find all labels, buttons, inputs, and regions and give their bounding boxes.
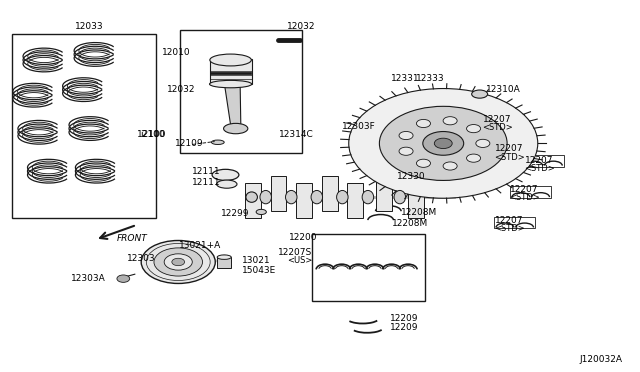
- Text: 15043E: 15043E: [242, 266, 276, 275]
- Ellipse shape: [285, 190, 297, 204]
- Text: 12033: 12033: [74, 22, 103, 31]
- Ellipse shape: [443, 117, 457, 125]
- Bar: [179, 31, 302, 153]
- Text: 12208M: 12208M: [392, 219, 428, 228]
- Ellipse shape: [476, 139, 490, 147]
- Text: 12111: 12111: [193, 178, 221, 187]
- Text: 12333: 12333: [415, 74, 444, 83]
- Text: 12209: 12209: [390, 314, 419, 323]
- Bar: [493, 144, 534, 155]
- Circle shape: [117, 275, 130, 282]
- Text: 12207: 12207: [510, 185, 539, 194]
- Circle shape: [141, 240, 215, 283]
- Ellipse shape: [362, 190, 374, 204]
- Text: J120032A: J120032A: [579, 355, 623, 364]
- Text: 12207S: 12207S: [278, 248, 312, 257]
- Text: FRONT: FRONT: [117, 234, 148, 243]
- Ellipse shape: [443, 162, 457, 170]
- Ellipse shape: [223, 124, 248, 134]
- Circle shape: [423, 132, 464, 155]
- Circle shape: [349, 89, 538, 198]
- Text: 12100: 12100: [137, 129, 166, 139]
- Ellipse shape: [211, 140, 224, 144]
- Bar: [347, 183, 363, 218]
- Ellipse shape: [209, 80, 252, 88]
- Ellipse shape: [212, 169, 239, 180]
- Text: 12109: 12109: [175, 139, 204, 148]
- Circle shape: [172, 258, 184, 266]
- Text: 12314C: 12314C: [278, 129, 313, 139]
- Ellipse shape: [399, 147, 413, 155]
- Text: 12303: 12303: [127, 254, 156, 263]
- Ellipse shape: [256, 209, 266, 215]
- Polygon shape: [225, 87, 241, 125]
- Bar: [12, 34, 156, 218]
- Text: 12303A: 12303A: [71, 274, 106, 283]
- Ellipse shape: [216, 180, 237, 188]
- Text: 12032: 12032: [287, 22, 315, 31]
- Ellipse shape: [210, 54, 252, 66]
- Ellipse shape: [246, 192, 257, 202]
- Text: <STD>: <STD>: [493, 153, 524, 161]
- Bar: [217, 257, 231, 267]
- Ellipse shape: [467, 125, 481, 133]
- Text: 12032: 12032: [167, 85, 195, 94]
- Text: 12209: 12209: [390, 323, 419, 332]
- Ellipse shape: [217, 255, 231, 259]
- Bar: [523, 155, 564, 167]
- Ellipse shape: [217, 255, 231, 266]
- Circle shape: [154, 248, 202, 276]
- Ellipse shape: [417, 119, 431, 128]
- Bar: [510, 186, 551, 198]
- Text: 12299: 12299: [221, 209, 250, 218]
- Ellipse shape: [337, 190, 348, 204]
- Text: 12330: 12330: [397, 172, 425, 181]
- Circle shape: [164, 254, 192, 270]
- Bar: [494, 217, 535, 228]
- Circle shape: [380, 106, 507, 180]
- Bar: [312, 234, 426, 301]
- Ellipse shape: [472, 90, 488, 98]
- Text: 12207: 12207: [483, 115, 512, 124]
- Ellipse shape: [467, 154, 481, 162]
- Text: <STD>: <STD>: [524, 164, 554, 173]
- Text: 12310A: 12310A: [486, 85, 521, 94]
- Text: <STD>: <STD>: [509, 193, 540, 202]
- Bar: [321, 176, 337, 211]
- Text: 12111: 12111: [193, 167, 221, 176]
- Text: 12207: 12207: [495, 144, 524, 153]
- Text: 12208M: 12208M: [401, 208, 436, 217]
- Ellipse shape: [394, 190, 406, 204]
- Text: 12207: 12207: [495, 216, 524, 225]
- Bar: [209, 59, 252, 84]
- Bar: [271, 176, 287, 211]
- Ellipse shape: [399, 131, 413, 140]
- Bar: [408, 183, 424, 218]
- Text: 12200: 12200: [289, 233, 318, 243]
- Text: 12331: 12331: [391, 74, 420, 83]
- Bar: [245, 183, 261, 218]
- Text: 13021: 13021: [242, 256, 271, 264]
- Ellipse shape: [311, 190, 323, 204]
- Text: 13021+A: 13021+A: [179, 241, 221, 250]
- Bar: [296, 183, 312, 218]
- Ellipse shape: [417, 159, 431, 167]
- Text: <US>: <US>: [287, 256, 312, 265]
- Ellipse shape: [260, 190, 271, 204]
- Circle shape: [435, 138, 452, 148]
- Text: <STD>: <STD>: [494, 224, 525, 233]
- Text: i2100: i2100: [140, 129, 166, 139]
- Text: 12303F: 12303F: [342, 122, 376, 131]
- Text: 12207: 12207: [525, 155, 554, 164]
- Bar: [376, 176, 392, 211]
- Text: <STD>: <STD>: [482, 123, 513, 132]
- Text: 12010: 12010: [163, 48, 191, 57]
- Bar: [483, 114, 524, 126]
